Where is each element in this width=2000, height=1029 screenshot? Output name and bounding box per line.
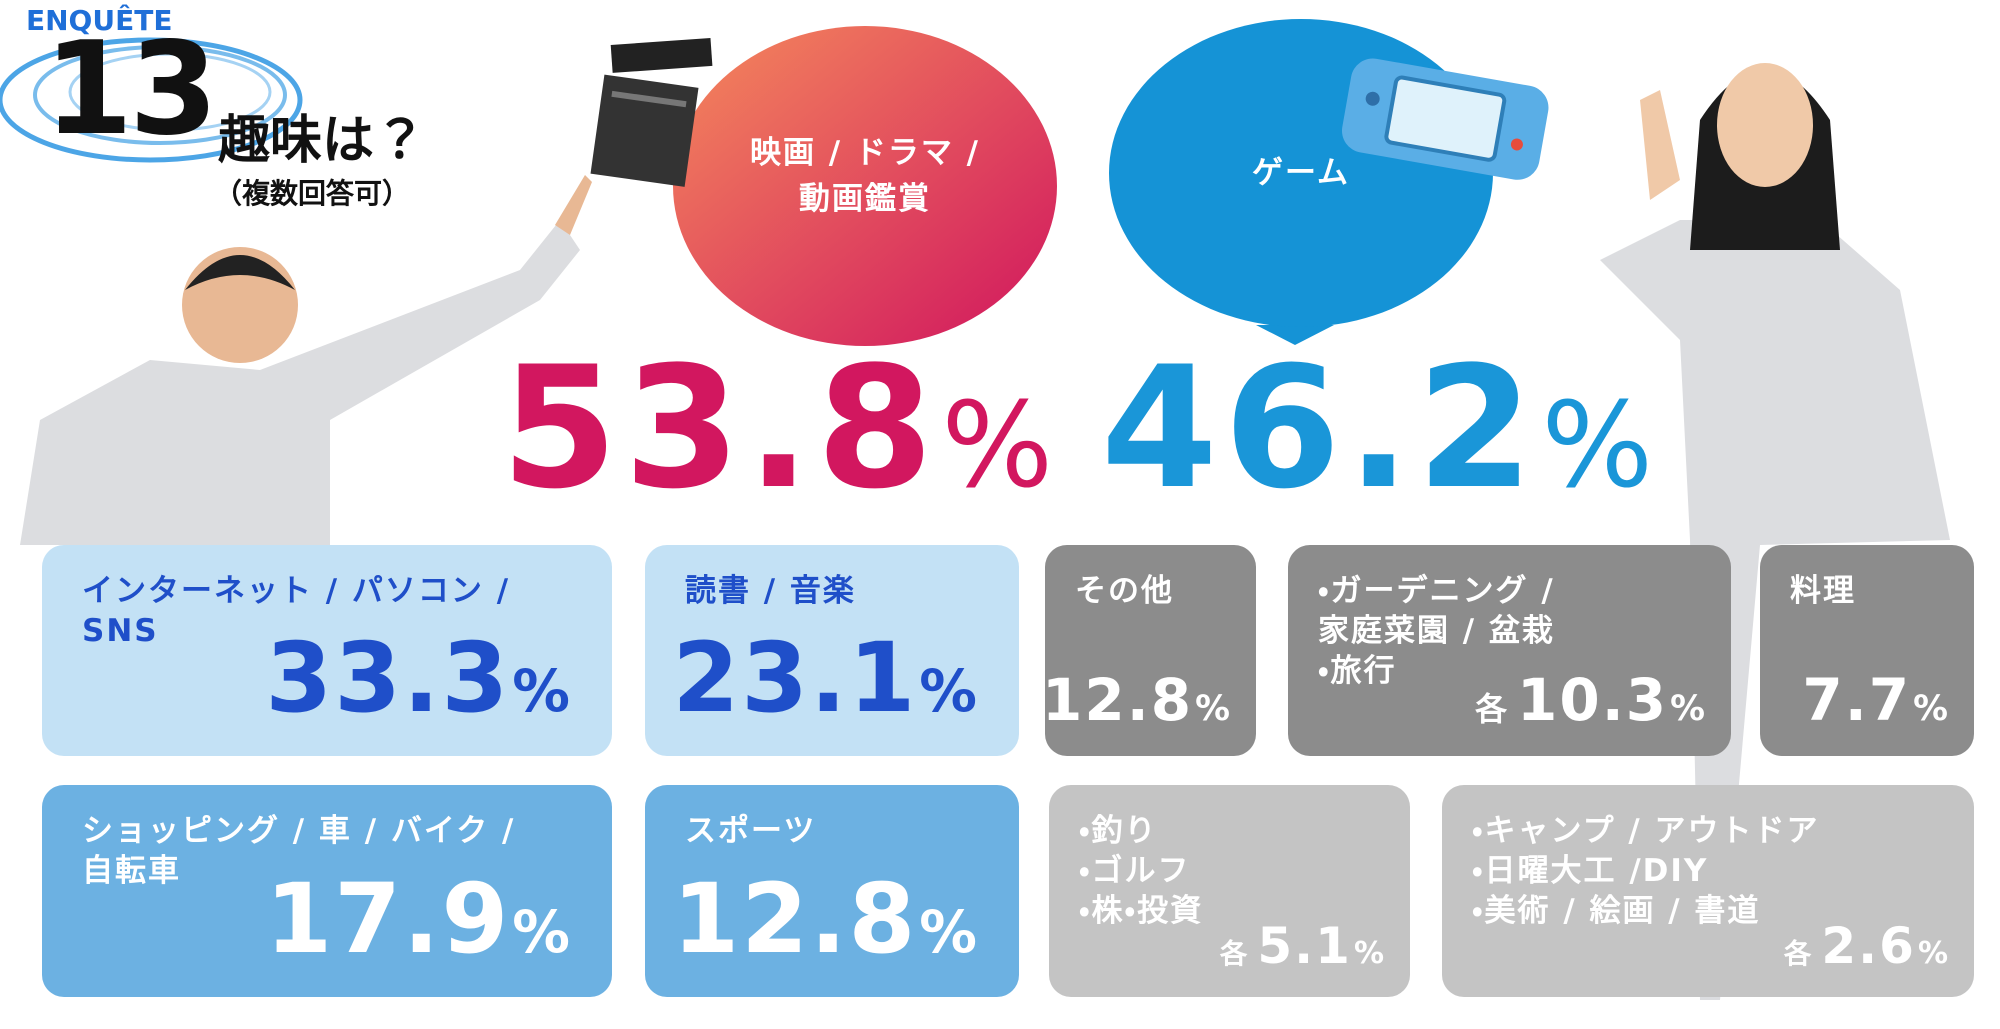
stat-box: ・ガーデニング / 家庭菜園 / 盆栽 ・旅行各 10.3% bbox=[1288, 545, 1731, 756]
unit: % bbox=[1913, 689, 1950, 729]
unit: % bbox=[941, 377, 1060, 514]
value: 33.3 bbox=[265, 622, 511, 734]
label-line: 家庭菜園 / 盆栽 bbox=[1318, 613, 1555, 649]
value: 2.6 bbox=[1821, 917, 1916, 975]
unit: % bbox=[1195, 689, 1232, 729]
label-line: ショッピング / 車 / バイク / bbox=[82, 813, 516, 849]
bubble-label: 映画 / ドラマ / 動画鑑賞 bbox=[673, 130, 1057, 222]
stat-box: 読書 / 音楽 23.1% bbox=[645, 545, 1019, 756]
stat-label: 読書 / 音楽 bbox=[685, 571, 979, 611]
stat-label: ショッピング / 車 / バイク / 自転車 bbox=[82, 811, 572, 891]
stat-label: ・キャンプ / アウトドア ・日曜大工 /DIY ・美術 / 絵画 / 書道 bbox=[1472, 811, 1944, 931]
stat-box: その他 12.8% bbox=[1042, 545, 1256, 756]
value: 12.8 bbox=[1042, 666, 1194, 734]
stat-value: 12.8% bbox=[672, 863, 979, 975]
stat-label: ・ガーデニング / 家庭菜園 / 盆栽 ・旅行 bbox=[1318, 571, 1701, 691]
stat-label: 料理 bbox=[1790, 571, 1944, 611]
value: 12.8 bbox=[672, 863, 918, 975]
value: 53.8 bbox=[500, 330, 940, 526]
unit: % bbox=[512, 899, 572, 966]
header-label: ENQUÊTE bbox=[26, 4, 173, 37]
stat-box: ショッピング / 車 / バイク / 自転車 17.9% bbox=[42, 785, 612, 997]
label-line: その他 bbox=[1075, 573, 1174, 609]
stat-value: 7.7% bbox=[1802, 666, 1950, 734]
label-line: 自転車 bbox=[82, 853, 181, 889]
label-line: ・ゴルフ bbox=[1079, 853, 1191, 889]
label-line: ・日曜大工 /DIY bbox=[1472, 853, 1709, 889]
unit: % bbox=[1541, 377, 1660, 514]
label-line: 読書 / 音楽 bbox=[685, 573, 856, 609]
label-line: インターネット / パソコン / bbox=[82, 573, 511, 609]
label-line: 動画鑑賞 bbox=[799, 181, 931, 217]
value: 5.1 bbox=[1257, 917, 1352, 975]
stat-box: スポーツ 12.8% bbox=[645, 785, 1019, 997]
prefix: 各 bbox=[1219, 938, 1250, 970]
unit: % bbox=[512, 658, 572, 725]
stat-box: ・釣り・ゴルフ・株・投資各 5.1% bbox=[1049, 785, 1410, 997]
label-line: ・株・投資 bbox=[1079, 893, 1204, 929]
label-line: ・旅行 bbox=[1318, 653, 1397, 689]
label-line: SNS bbox=[82, 613, 159, 649]
stat-value: 12.8% bbox=[1042, 666, 1232, 734]
stat-value: 各 2.6% bbox=[1784, 917, 1950, 975]
swirl bbox=[0, 37, 303, 163]
header-note: （複数回答可） bbox=[214, 177, 411, 210]
prefix: 各 bbox=[1783, 938, 1814, 970]
value: 7.7 bbox=[1802, 666, 1912, 734]
prefix: 各 bbox=[1475, 690, 1510, 728]
person-left bbox=[20, 175, 592, 545]
stat-value: 各 5.1% bbox=[1220, 917, 1386, 975]
stat-box: ・キャンプ / アウトドア ・日曜大工 /DIY ・美術 / 絵画 / 書道各 2.6… bbox=[1442, 785, 1974, 997]
label-line: ・美術 / 絵画 / 書道 bbox=[1472, 893, 1761, 929]
stat-value: 17.9% bbox=[265, 863, 572, 975]
stat-box: 料理 7.7% bbox=[1760, 545, 1974, 756]
stat-box: インターネット / パソコン / SNS 33.3% bbox=[42, 545, 612, 756]
value: 17.9 bbox=[265, 863, 511, 975]
person-right bbox=[1600, 63, 1950, 1000]
clapperboard-icon bbox=[590, 37, 713, 187]
stat-label: その他 bbox=[1075, 571, 1226, 611]
bubble bbox=[673, 26, 1057, 346]
stat-label: スポーツ bbox=[685, 811, 979, 851]
stat-label: ・釣り・ゴルフ・株・投資 bbox=[1079, 811, 1380, 931]
label-line: 映画 / ドラマ / bbox=[749, 135, 981, 171]
unit: % bbox=[1353, 936, 1386, 971]
bubble-label: ゲーム bbox=[1109, 150, 1493, 196]
bubble-tail bbox=[1256, 325, 1334, 345]
stat-value: 23.1% bbox=[672, 622, 979, 734]
stat-value: 33.3% bbox=[265, 622, 572, 734]
main-value: 46.2% bbox=[1100, 330, 1660, 526]
header-title: 趣味は？ bbox=[218, 111, 427, 171]
value: 10.3 bbox=[1517, 666, 1669, 734]
value: 23.1 bbox=[672, 622, 918, 734]
label-line: ・キャンプ / アウトドア bbox=[1472, 813, 1820, 849]
unit: % bbox=[919, 899, 979, 966]
unit: % bbox=[1670, 689, 1707, 729]
main-value: 53.8% bbox=[500, 330, 1060, 526]
stat-label: インターネット / パソコン / SNS bbox=[82, 571, 572, 651]
label-line: スポーツ bbox=[685, 813, 817, 849]
unit: % bbox=[1917, 936, 1950, 971]
value: 46.2 bbox=[1100, 330, 1540, 526]
unit: % bbox=[919, 658, 979, 725]
label-line: ・ガーデニング / bbox=[1318, 573, 1555, 609]
label-line: ・釣り bbox=[1079, 813, 1158, 849]
label-line: 料理 bbox=[1790, 573, 1856, 609]
game-icon bbox=[1341, 58, 1549, 180]
label-line: ゲーム bbox=[1251, 155, 1351, 191]
header-number: 13 bbox=[44, 15, 218, 164]
stat-value: 各 10.3% bbox=[1475, 666, 1707, 734]
